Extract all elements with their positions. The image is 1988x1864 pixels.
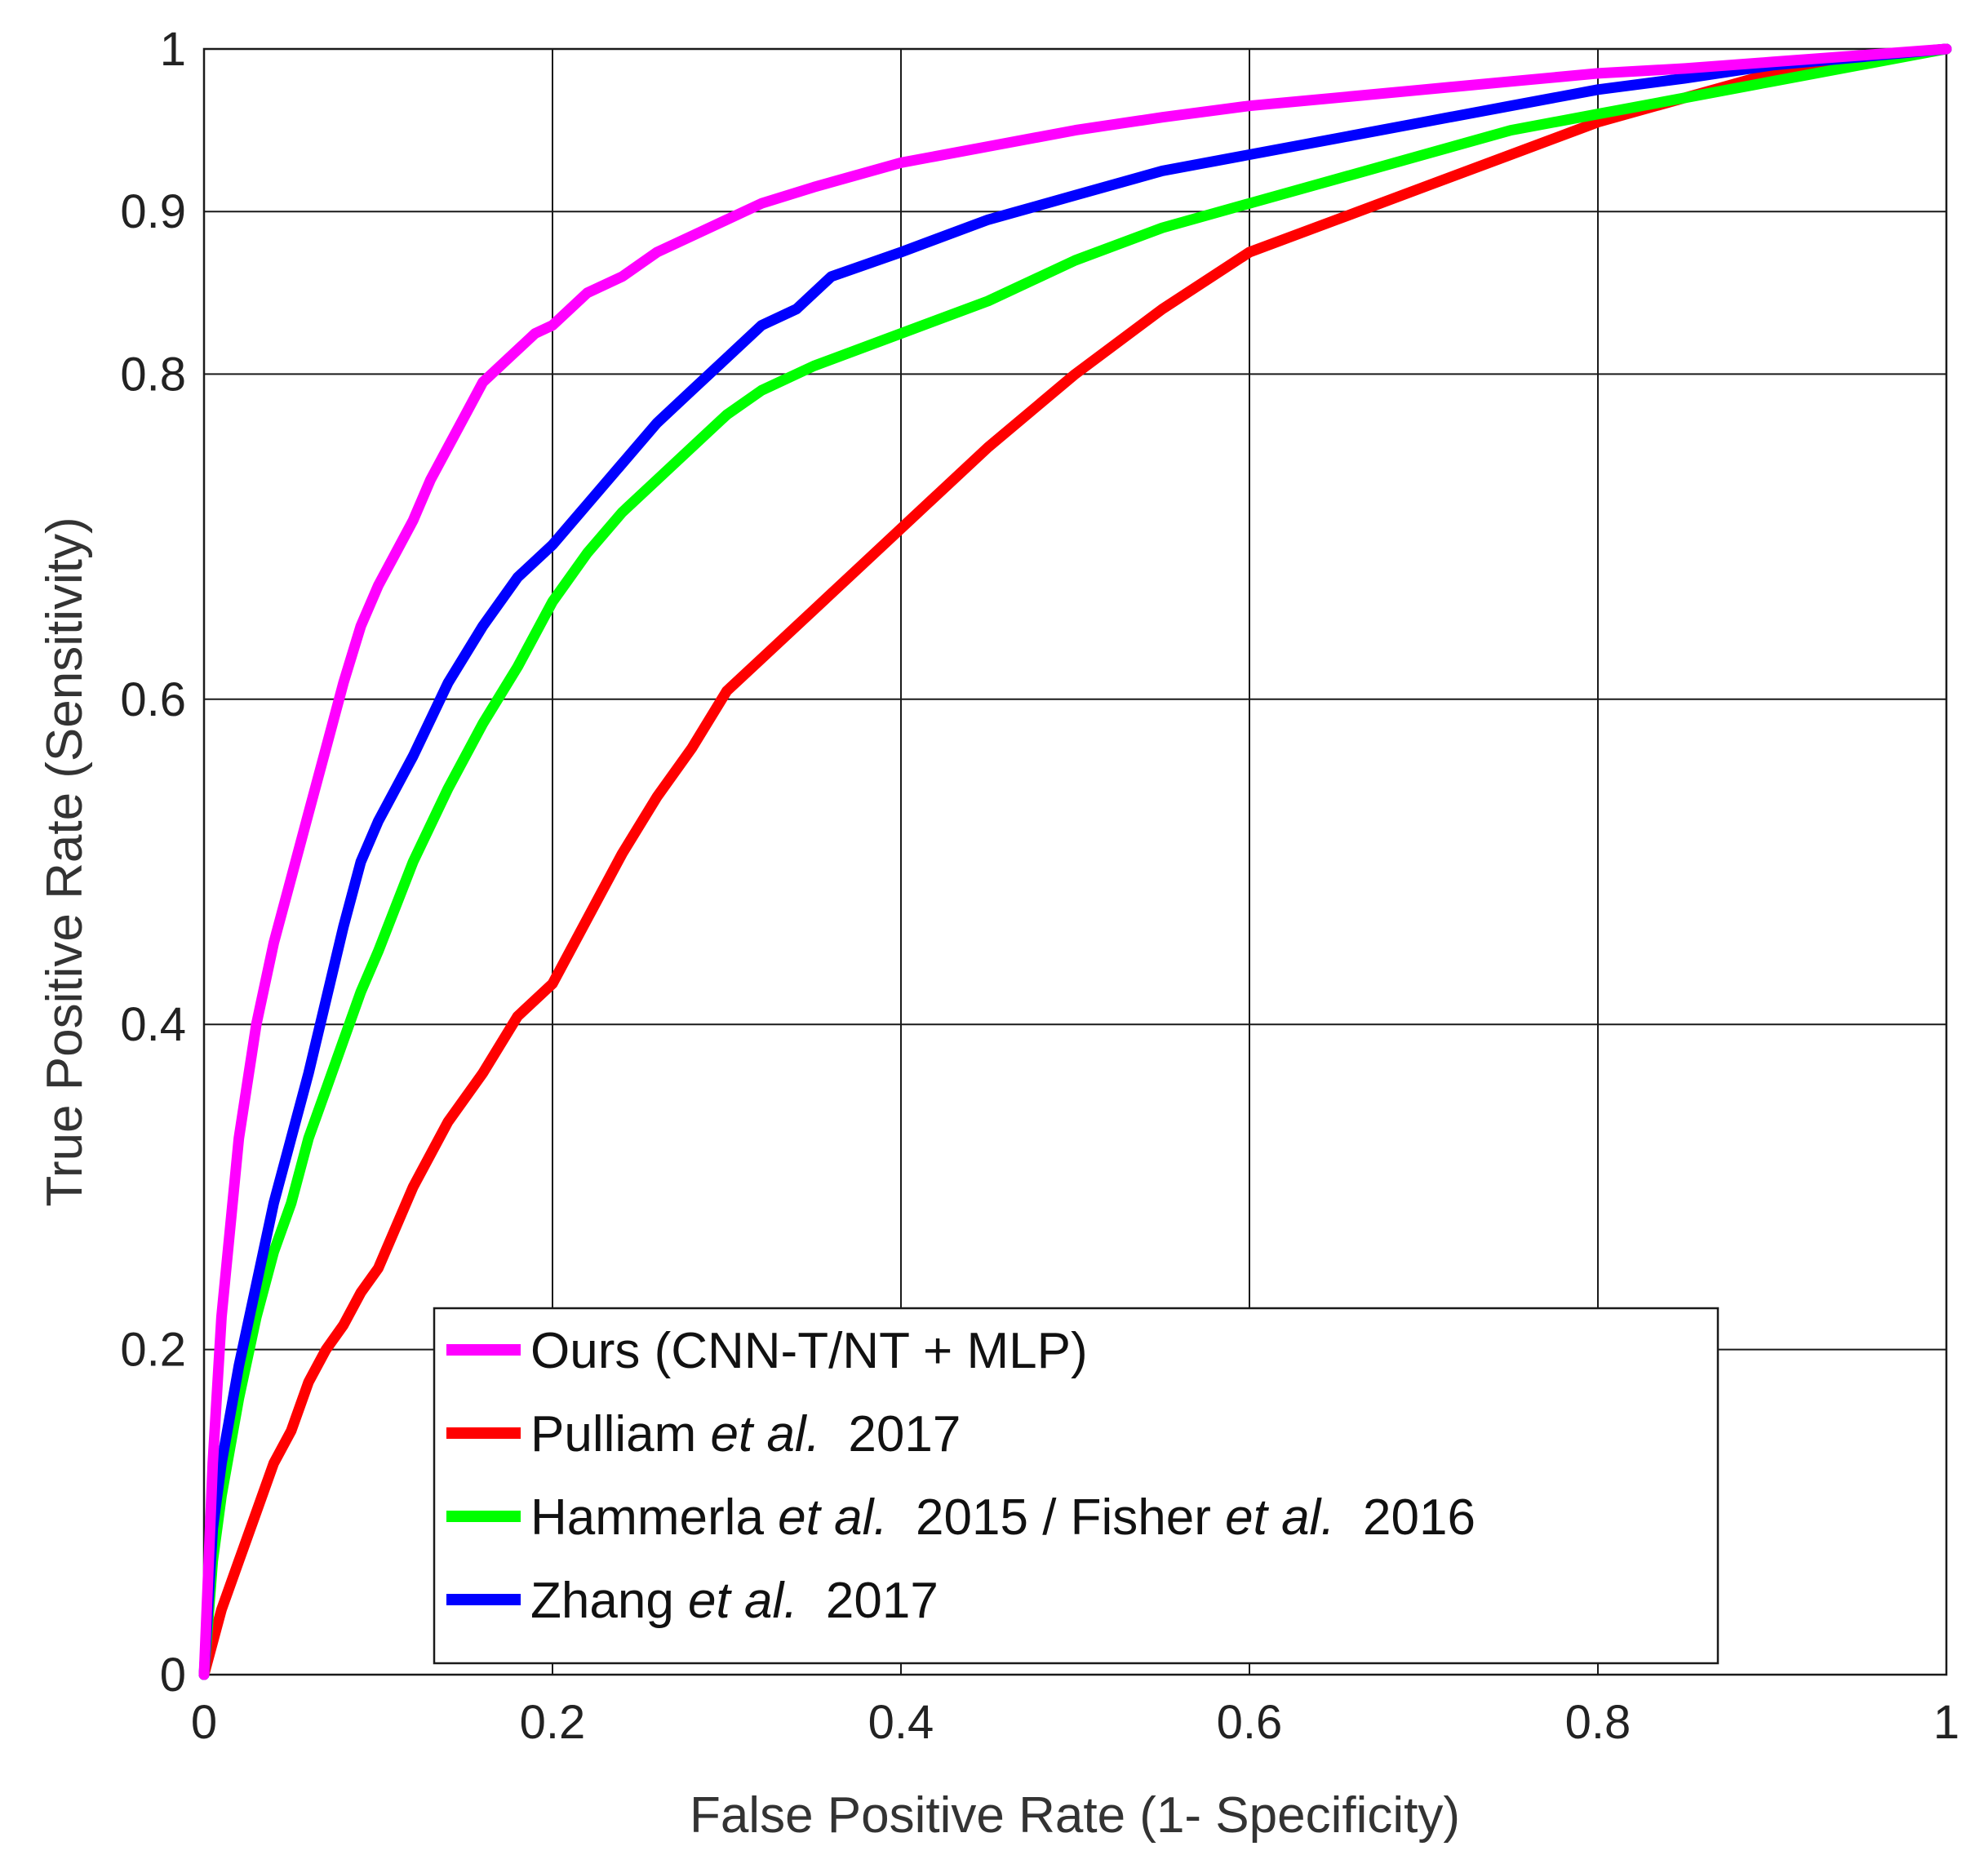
legend-label-part: Zhang [530,1573,688,1629]
y-tick-label: 0.2 [120,1324,186,1377]
legend-label-part: et al. [778,1489,887,1546]
x-tick-label: 0.6 [1217,1696,1283,1749]
legend-label-part: et al. [1225,1489,1334,1546]
x-tick-label: 0 [191,1696,217,1749]
legend-label-3: Zhang et al. 2017 [530,1573,939,1629]
x-axis-title: False Positive Rate (1- Specificity) [690,1787,1460,1844]
plot-area-frame [202,47,1948,1676]
x-tick-label: 0.8 [1565,1696,1631,1749]
legend: Ours (CNN-T/NT + MLP) Pulliam et al. 2017… [433,1307,1720,1665]
legend-label-part: Hammerla [530,1489,778,1546]
x-tick-label: 1 [1933,1696,1959,1749]
y-tick-label: 0.4 [120,998,186,1051]
legend-label-part: 2017 [797,1573,938,1629]
y-axis-title: True Positive Rate (Sensitivity) [37,517,93,1206]
y-tick-label: 0.6 [120,673,186,726]
legend-label-part: et al. [711,1406,820,1462]
y-tick-label: 0.9 [120,185,186,238]
y-tick-label: 0.8 [120,348,186,401]
series-line-1 [198,43,1952,1680]
legend-label-part: 2015 / Fisher [888,1489,1226,1546]
series-line-2 [198,43,1952,1680]
y-tick-label: 1 [160,23,186,76]
legend-label-part: Pulliam [530,1406,711,1462]
x-tick-label: 0.2 [520,1696,586,1749]
x-tick-label: 0.4 [868,1696,934,1749]
legend-label-0: Ours (CNN-T/NT + MLP) [530,1323,1088,1379]
legend-label-1: Pulliam et al. 2017 [530,1406,961,1462]
legend-label-part: et al. [688,1573,797,1629]
legend-label-part: Ours (CNN-T/NT + MLP) [530,1323,1088,1379]
tick-labels: 0 0.2 0.4 0.6 0.8 1 0 0.2 0.4 0.6 0.8 0.9 1 [120,23,1959,1749]
legend-label-2: Hammerla et al. 2015 / Fisher et al. 201… [530,1489,1475,1546]
legend-label-part: 2017 [820,1406,961,1462]
series-line-3 [198,43,1952,1680]
legend-label-part: 2016 [1335,1489,1475,1546]
series-line-0 [198,43,1952,1680]
y-tick-label: 0 [160,1649,186,1702]
legend-box [433,1307,1720,1665]
series-group [198,43,1952,1680]
